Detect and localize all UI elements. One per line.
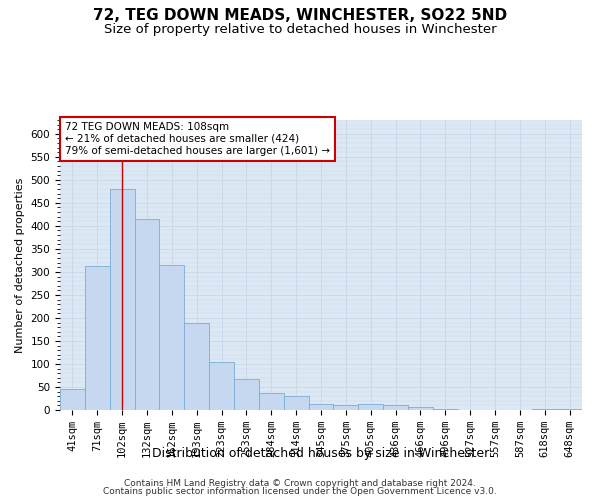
Bar [110,189,134,410]
Text: 72 TEG DOWN MEADS: 108sqm
← 21% of detached houses are smaller (424)
79% of semi: 72 TEG DOWN MEADS: 108sqm ← 21% of detac… [65,122,330,156]
Bar [383,406,408,410]
Bar [334,406,358,410]
Bar [134,219,160,410]
Bar [184,322,209,410]
Bar [284,396,308,410]
Bar [60,390,85,410]
Bar [234,378,259,410]
Bar [532,408,557,410]
Bar [408,407,433,410]
Bar [259,393,284,410]
Bar [85,266,110,410]
Bar [308,404,334,410]
Text: Contains public sector information licensed under the Open Government Licence v3: Contains public sector information licen… [103,487,497,496]
Text: Distribution of detached houses by size in Winchester: Distribution of detached houses by size … [152,448,490,460]
Text: Size of property relative to detached houses in Winchester: Size of property relative to detached ho… [104,22,496,36]
Text: Contains HM Land Registry data © Crown copyright and database right 2024.: Contains HM Land Registry data © Crown c… [124,478,476,488]
Bar [358,404,383,410]
Bar [557,409,582,410]
Text: 72, TEG DOWN MEADS, WINCHESTER, SO22 5ND: 72, TEG DOWN MEADS, WINCHESTER, SO22 5ND [93,8,507,22]
Bar [209,362,234,410]
Y-axis label: Number of detached properties: Number of detached properties [15,178,25,352]
Bar [160,265,184,410]
Bar [433,408,458,410]
